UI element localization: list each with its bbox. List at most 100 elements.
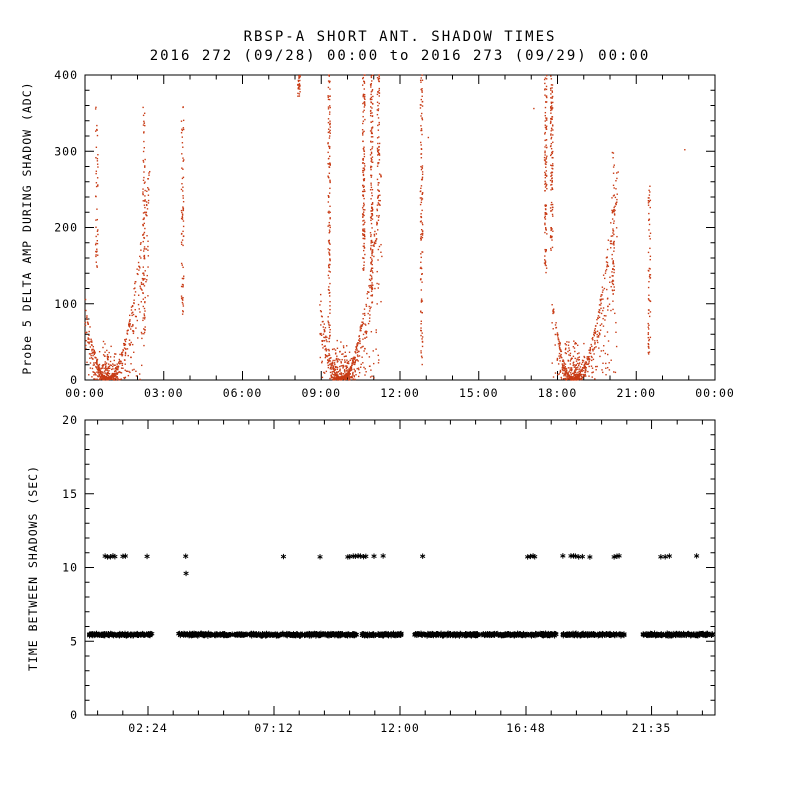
point — [329, 366, 332, 369]
point — [378, 136, 380, 138]
point — [146, 235, 148, 237]
point — [371, 136, 374, 138]
point — [142, 150, 145, 153]
point — [359, 329, 361, 332]
point — [588, 355, 590, 358]
point — [337, 374, 339, 376]
point — [610, 247, 612, 249]
point — [573, 375, 575, 377]
point — [564, 373, 567, 376]
point — [128, 320, 131, 323]
point — [180, 217, 183, 220]
point — [364, 368, 366, 370]
point — [327, 108, 330, 110]
point — [319, 333, 322, 336]
point — [551, 107, 553, 110]
point — [104, 363, 107, 366]
point — [378, 214, 380, 217]
point — [329, 187, 331, 190]
point — [587, 356, 589, 358]
point — [370, 101, 373, 104]
point — [571, 372, 574, 375]
point — [371, 202, 374, 204]
point — [544, 171, 546, 174]
point — [363, 223, 365, 225]
point — [545, 271, 547, 274]
point — [371, 294, 374, 296]
point — [590, 365, 593, 367]
point — [147, 255, 150, 257]
point — [329, 371, 332, 374]
point — [181, 218, 184, 220]
point — [550, 75, 552, 77]
point — [613, 220, 615, 222]
point — [551, 183, 553, 186]
point — [602, 325, 605, 327]
point — [649, 258, 651, 261]
point — [589, 352, 592, 355]
point — [365, 336, 368, 338]
point — [95, 130, 97, 132]
point — [551, 208, 554, 211]
point — [648, 223, 651, 226]
point — [588, 365, 590, 368]
point — [329, 211, 331, 213]
point — [579, 377, 581, 379]
point — [613, 240, 615, 243]
point — [133, 368, 135, 371]
point — [297, 84, 299, 86]
point — [577, 371, 579, 374]
point — [612, 260, 615, 262]
point — [345, 374, 347, 376]
point — [649, 336, 652, 339]
point — [559, 341, 561, 344]
point — [106, 355, 109, 358]
point — [143, 331, 146, 334]
point — [143, 256, 146, 258]
point — [370, 287, 373, 290]
point — [587, 370, 589, 373]
point — [111, 372, 114, 375]
point — [181, 313, 184, 315]
point — [362, 257, 364, 259]
point — [358, 368, 360, 371]
point — [584, 373, 586, 376]
point — [420, 278, 422, 280]
x-tick-label: 21:00 — [616, 386, 656, 400]
point — [139, 243, 142, 245]
point — [572, 355, 575, 358]
point — [578, 373, 581, 375]
point — [329, 105, 331, 107]
point — [144, 270, 146, 272]
point — [377, 124, 379, 127]
point — [363, 237, 365, 240]
point — [299, 84, 301, 86]
point — [370, 263, 372, 265]
point — [578, 356, 581, 358]
point — [613, 211, 615, 213]
point — [323, 323, 325, 325]
point — [333, 377, 335, 380]
point — [580, 363, 583, 365]
point — [559, 348, 561, 350]
point — [590, 355, 593, 358]
point — [128, 322, 130, 324]
point — [340, 372, 342, 374]
point — [370, 112, 372, 115]
point — [544, 150, 546, 152]
point — [649, 299, 651, 302]
point — [595, 346, 597, 348]
point — [570, 376, 572, 378]
point — [102, 364, 105, 366]
point — [349, 379, 351, 381]
point — [327, 196, 330, 198]
point — [96, 208, 98, 210]
point — [364, 331, 366, 333]
point — [420, 129, 422, 132]
point — [370, 136, 373, 138]
point — [559, 344, 561, 346]
point — [594, 340, 596, 342]
point — [346, 374, 349, 376]
point — [376, 224, 378, 226]
point — [350, 357, 353, 360]
